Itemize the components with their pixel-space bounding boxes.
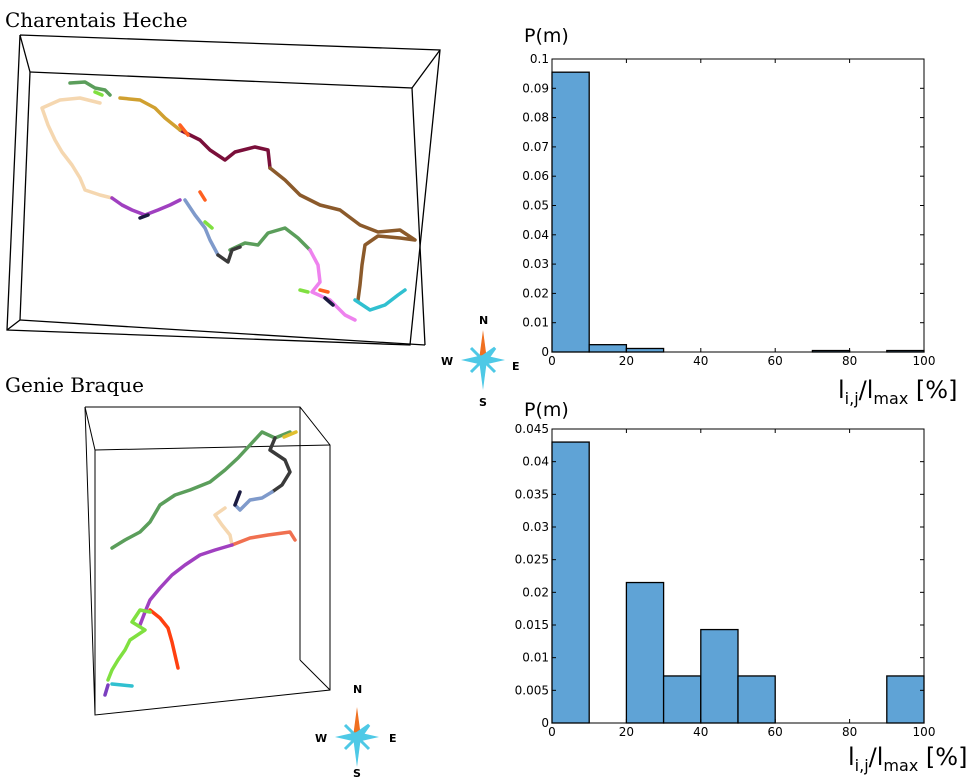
track-mixed-right (353, 288, 407, 312)
y-tick-label: 0.03 (522, 520, 549, 534)
panel-title-top: Charentais Heche (5, 8, 188, 32)
track-beige (40, 96, 114, 200)
y-tick-label: 0.045 (515, 422, 549, 436)
track-coral (230, 530, 297, 547)
compass-top: N S W E (441, 314, 520, 409)
x-tick-label: 60 (768, 354, 783, 368)
y-tick-label: 0.015 (515, 618, 549, 632)
compass-east-label: E (389, 732, 397, 745)
y-tick-label: 0.035 (515, 487, 549, 501)
y-tick-label: 0.02 (522, 585, 549, 599)
track-lime (106, 608, 152, 682)
histogram-bottom: 0 20 40 60 80 100 0 0.005 0.01 0.015 0.02 0.025 0.03… (515, 399, 968, 775)
x-tick-label: 80 (842, 354, 857, 368)
compass-west-label: W (315, 732, 327, 745)
track-brown (268, 166, 417, 302)
track-teal (110, 682, 134, 688)
track-slate-blue (183, 198, 220, 257)
y-tick-label: 0.04 (522, 455, 549, 469)
y-tick-label: 0.06 (522, 169, 549, 183)
compass-south-label: S (353, 767, 361, 780)
histogram-bar (551, 441, 590, 724)
bounding-box-top (6, 34, 441, 346)
x-tick-label: 0 (548, 354, 556, 368)
y-tick-label: 0.04 (522, 228, 549, 242)
track-yellow (282, 430, 298, 439)
compass-rose-icon (461, 330, 505, 390)
compass-north-label: N (353, 683, 362, 696)
plot-frame (551, 428, 925, 724)
compass-east-label: E (512, 360, 520, 373)
bounding-box-bottom (84, 406, 331, 716)
y-tick-label: 0 (541, 716, 549, 730)
track-dark-grey (268, 436, 292, 494)
panel-title-bottom: Genie Braque (5, 373, 144, 397)
y-tick-label: 0.005 (515, 683, 549, 697)
x-axis-label: li,j/lmax [%] (838, 376, 957, 408)
plot-frame (551, 58, 925, 353)
track-beige (213, 506, 234, 547)
histogram-bar (625, 581, 665, 724)
x-tick-label: 80 (842, 725, 857, 739)
histogram-bar (737, 675, 776, 724)
track-navy (233, 490, 242, 507)
histogram-bar (625, 347, 665, 353)
track-pink (308, 248, 357, 322)
x-tick-label: 0 (548, 725, 556, 739)
track-green (110, 430, 292, 550)
y-tick-label: 0.08 (522, 111, 549, 125)
x-tick-label: 40 (693, 725, 708, 739)
compass-west-label: W (441, 355, 453, 368)
trajectory-panel-top: Charentais Heche (5, 8, 441, 346)
y-tick-label: 0.05 (522, 199, 549, 213)
histogram-bar (551, 71, 590, 353)
y-tick-label: 0.1 (530, 52, 549, 66)
track-dark-purple (178, 128, 272, 170)
x-axis-label: li,j/lmax [%] (848, 743, 967, 775)
y-tick-label: 0 (541, 345, 549, 359)
histogram-bar (886, 675, 925, 724)
track-mixed-left (110, 196, 182, 217)
compass-bottom: N S W E (315, 683, 397, 780)
track-gold (118, 96, 182, 132)
track-slate-blue (233, 490, 274, 512)
track-dark-grey (216, 245, 242, 264)
histogram-bar (588, 344, 628, 353)
y-tick-label: 0.09 (522, 81, 549, 95)
trajectory-panel-bottom: Genie Braque (5, 373, 331, 716)
y-tick-label: 0.01 (522, 316, 549, 330)
track-lime (93, 90, 310, 294)
histogram-bar (700, 628, 739, 724)
compass-south-label: S (479, 396, 487, 409)
x-tick-label: 60 (768, 725, 783, 739)
histogram-top: 0 20 40 60 80 100 0 0.01 0.02 0.03 0.04 0.05 0.06 0.0… (522, 25, 957, 408)
track-red (148, 608, 180, 670)
y-tick-label: 0.01 (522, 651, 549, 665)
histogram-bar (662, 675, 702, 724)
track-green (68, 80, 312, 252)
x-tick-label: 20 (619, 725, 634, 739)
track-violet (103, 683, 110, 697)
track-orange-a (178, 123, 330, 294)
x-tick-label: 40 (693, 354, 708, 368)
x-tick-label: 20 (619, 354, 634, 368)
y-tick-label: 0.03 (522, 257, 549, 271)
y-axis-label: P(m) (524, 25, 569, 47)
y-tick-label: 0.02 (522, 286, 549, 300)
compass-rose-icon (335, 707, 379, 767)
y-tick-label: 0.025 (515, 553, 549, 567)
track-navy (138, 213, 335, 307)
y-axis-label: P(m) (524, 399, 569, 421)
track-purple (138, 543, 234, 627)
trajectory-tracks-top (40, 80, 417, 322)
compass-north-label: N (479, 314, 488, 327)
y-tick-label: 0.07 (522, 140, 549, 154)
trajectory-tracks-bottom (103, 430, 298, 697)
x-tick-label: 100 (913, 354, 936, 368)
x-tick-label: 100 (913, 725, 936, 739)
